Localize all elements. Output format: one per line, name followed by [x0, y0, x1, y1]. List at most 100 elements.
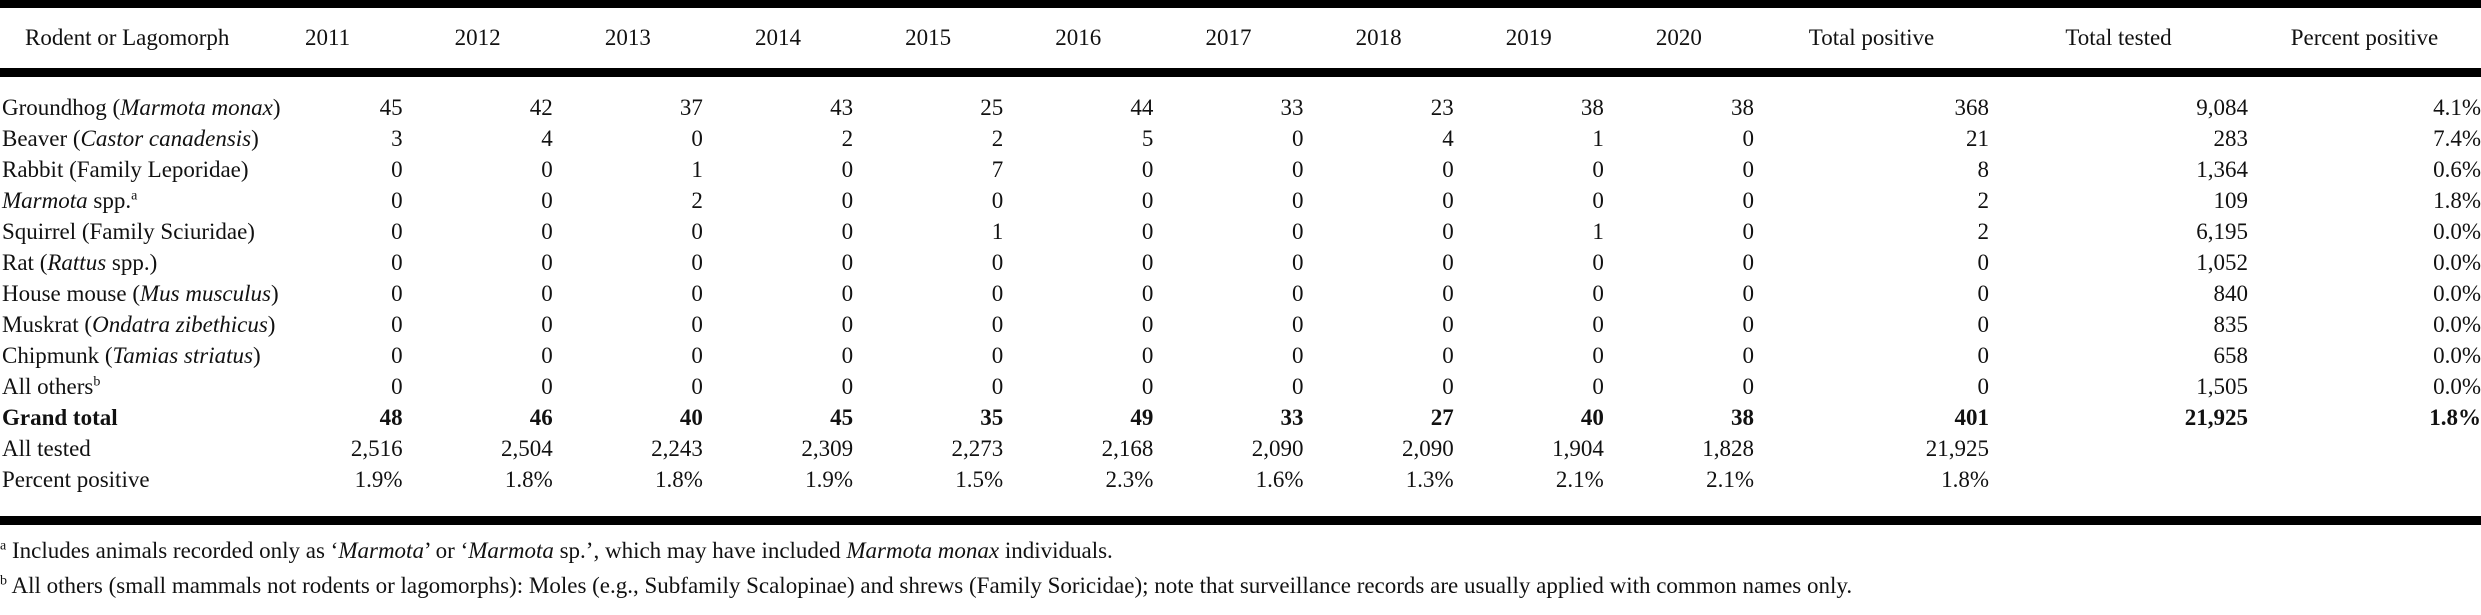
table-cell: 0 [1292, 219, 1304, 244]
table-cell: 38 [1731, 405, 1754, 430]
row-label-text: Rabbit (Family Leporidae) [2, 157, 249, 182]
row-label-text: ) [252, 343, 261, 368]
table-cell: 43 [830, 95, 854, 120]
table-cell: 658 [2213, 343, 2249, 368]
table-cell: 0 [841, 250, 854, 275]
column-header: 2016 [1055, 25, 1102, 50]
table-cell: 0.0% [2433, 219, 2481, 244]
table-cell: 0.0% [2433, 312, 2481, 337]
table-cell: 0 [1592, 374, 1604, 399]
table-cell: 1.5% [955, 467, 1004, 492]
table-cell: 283 [2213, 126, 2249, 151]
table-cell: 48 [379, 405, 403, 430]
table-cell: 21 [1966, 126, 1990, 151]
table-cell: 1.8% [2429, 405, 2481, 430]
table-cell: 2,243 [651, 436, 703, 461]
surveillance-table: Rodent or Lagomorph 2011 2012 2013 2014 2015 2… [0, 8, 2481, 495]
table-cell: 0.0% [2433, 250, 2481, 275]
table-cell: 0 [1592, 281, 1604, 306]
table-cell: 7.4% [2433, 126, 2481, 151]
table-row: Beaver (Castor canadensis) 3 4 0 2 2 5 0 4 1 0 21 28… [0, 123, 2481, 154]
table-cell: 9,084 [2196, 95, 2248, 120]
table-row: Muskrat (Ondatra zibethicus) 0 0 0 0 0 0 0 0 0 0 0 8… [0, 309, 2481, 340]
table-cell: 0 [391, 312, 403, 337]
table-cell: 0 [1292, 126, 1304, 151]
table-cell: 1 [691, 157, 703, 182]
table-cell: 0 [1442, 157, 1454, 182]
table-cell: 4.1% [2433, 95, 2481, 120]
table-cell: 0 [1742, 250, 1755, 275]
table-row: Rat (Rattus spp.) 0 0 0 0 0 0 0 0 0 0 0 1,052 0.0% [0, 247, 2481, 278]
table-cell: 0 [1592, 188, 1604, 213]
table-cell [2248, 464, 2481, 495]
table-cell: 0 [1742, 312, 1755, 337]
row-label-text: spp.) [106, 250, 158, 275]
row-label-species: Castor canadensis [80, 126, 252, 151]
spacer-cell [0, 68, 2481, 92]
bottom-rule [0, 516, 2481, 525]
table-cell: 4 [541, 126, 553, 151]
table-cell: 0 [1742, 188, 1755, 213]
table-cell: 0 [541, 281, 553, 306]
row-label: Rabbit (Family Leporidae) [0, 154, 252, 185]
table-cell: 0 [1977, 281, 1990, 306]
table-cell: 0 [841, 343, 854, 368]
header-rule [0, 68, 2481, 77]
grand-total-row: Grand total 48 46 40 45 35 49 33 27 40 38 401 21,925… [0, 402, 2481, 433]
table-cell: 1 [1592, 219, 1604, 244]
table-cell: 0.0% [2433, 281, 2481, 306]
table-cell: 0 [1742, 219, 1755, 244]
footnote-marker: b [0, 573, 7, 589]
table-cell: 109 [2213, 188, 2249, 213]
footnote-text: Marmota [338, 538, 424, 563]
table-cell: 33 [1280, 405, 1304, 430]
table-cell: 0 [391, 157, 403, 182]
footnote-marker: a [131, 188, 138, 204]
table-cell: 840 [2213, 281, 2249, 306]
table-cell: 1.9% [805, 467, 854, 492]
table-cell: 1,904 [1552, 436, 1604, 461]
table-cell: 45 [830, 405, 854, 430]
table-cell: 0 [1742, 126, 1755, 151]
table-cell: 46 [529, 405, 553, 430]
table-cell: 0 [1742, 157, 1755, 182]
table-cell: 0 [391, 343, 403, 368]
table-row: House mouse (Mus musculus) 0 0 0 0 0 0 0 0 0 0 0 840… [0, 278, 2481, 309]
row-label: All othersb [0, 371, 252, 402]
row-label: Beaver (Castor canadensis) [0, 123, 259, 154]
table-cell: 1,052 [2196, 250, 2248, 275]
table-cell: 1 [1592, 126, 1604, 151]
row-label-species: Ondatra zibethicus [92, 312, 268, 337]
row-label-text: House mouse ( [2, 281, 140, 306]
footnote: a Includes animals recorded only as ‘Mar… [0, 533, 2481, 568]
table-cell: 0 [1292, 157, 1304, 182]
row-label: Rat (Rattus spp.) [0, 247, 252, 278]
table-cell: 1,364 [2196, 157, 2248, 182]
table-cell: 2,309 [801, 436, 854, 461]
table-cell: 0 [541, 188, 553, 213]
table-cell: 0 [841, 374, 854, 399]
table-cell: 0 [1442, 188, 1454, 213]
table-cell: 35 [980, 405, 1004, 430]
table-cell: 23 [1430, 95, 1454, 120]
table-cell: 0.0% [2433, 343, 2481, 368]
footnote-text: sp.’, which may have included [553, 538, 847, 563]
table-cell: 2,516 [350, 436, 403, 461]
column-header: 2020 [1655, 25, 1702, 50]
row-label-text: ) [267, 312, 276, 337]
table-cell: 8 [1977, 157, 1990, 182]
table-cell: 0 [1977, 312, 1990, 337]
row-label: Chipmunk (Tamias striatus) [0, 340, 261, 371]
table-cell: 49 [1130, 405, 1154, 430]
table-cell: 0 [1442, 312, 1454, 337]
table-cell: 0 [691, 374, 703, 399]
column-header: 2013 [604, 25, 651, 50]
table-cell: 368 [1954, 95, 1990, 120]
table-cell: 0 [991, 374, 1004, 399]
footnote-text: Marmota monax [846, 538, 1000, 563]
table-cell: 0 [1442, 343, 1454, 368]
table-cell [1989, 464, 2248, 495]
table-cell: 0 [991, 312, 1004, 337]
column-header: 2017 [1205, 25, 1252, 50]
all-tested-row: All tested 2,516 2,504 2,243 2,309 2,273 2,168… [0, 433, 2481, 464]
